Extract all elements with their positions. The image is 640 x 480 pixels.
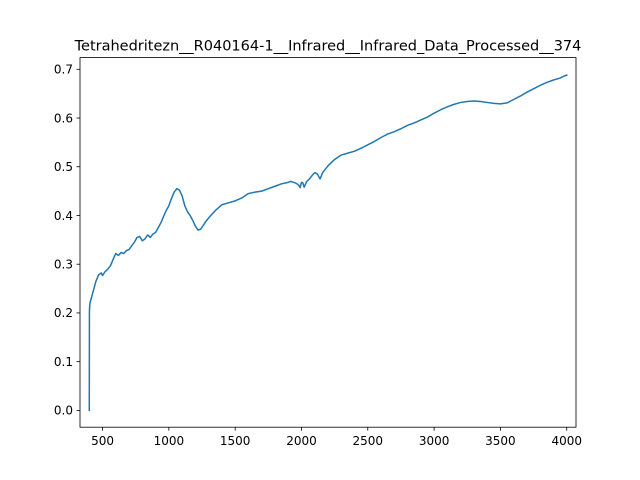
x-tick-label: 4000 (551, 434, 582, 448)
x-tick-label: 2500 (353, 434, 384, 448)
series-line-0 (88, 74, 568, 412)
y-tick-label: 0.1 (54, 355, 73, 369)
plot-frame (79, 57, 577, 428)
x-tick-label: 1000 (154, 434, 185, 448)
x-tick-label: 3000 (419, 434, 450, 448)
y-tick-label: 0.0 (54, 404, 73, 418)
y-tick-label: 0.2 (54, 306, 73, 320)
y-axis: 0.0 0.1 0.2 0.3 0.4 0.5 0.6 0.7 (54, 63, 80, 418)
y-tick-label: 0.4 (54, 209, 73, 223)
y-tick-label: 0.6 (54, 111, 73, 125)
x-tick-label: 1500 (220, 434, 251, 448)
x-tick-label: 2000 (286, 434, 317, 448)
plot-area (88, 74, 568, 412)
y-tick-label: 0.7 (54, 63, 73, 77)
x-axis: 500 1000 1500 2000 2500 3000 3500 4000 (91, 427, 582, 448)
x-tick-label: 3500 (485, 434, 516, 448)
chart-title: Tetrahedritezn__R040164-1__Infrared__Inf… (74, 39, 582, 55)
y-tick-label: 0.5 (54, 160, 73, 174)
x-tick-label: 500 (91, 434, 114, 448)
y-tick-label: 0.3 (54, 258, 73, 272)
